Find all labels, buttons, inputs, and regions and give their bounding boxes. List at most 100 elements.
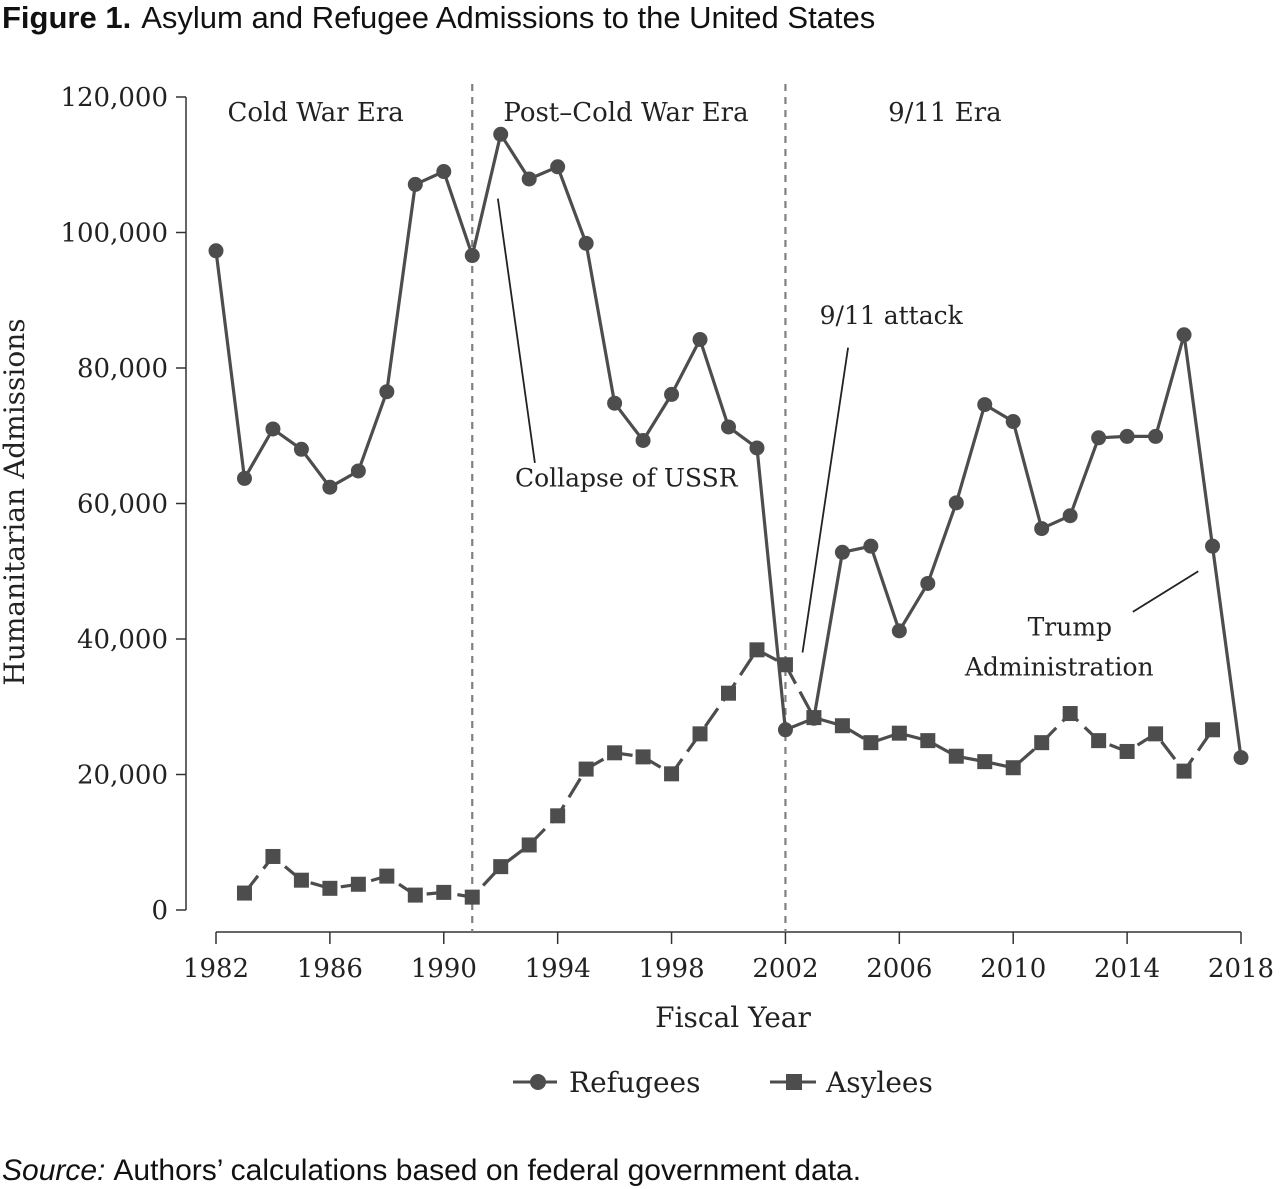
y-tick-label: 100,000 — [60, 219, 168, 249]
asylees-point — [578, 761, 594, 777]
era-label: Cold War Era — [227, 98, 403, 128]
y-tick-label: 120,000 — [60, 83, 168, 113]
annotation-text: Trump — [1028, 613, 1112, 642]
refugees-point — [891, 623, 907, 639]
y-tick-label: 40,000 — [77, 625, 168, 655]
legend-asylees-label: Asylees — [825, 1066, 933, 1099]
asylees-point — [749, 642, 765, 658]
asylees-point — [692, 726, 708, 742]
refugees-point — [1005, 414, 1021, 430]
refugees-point — [1034, 521, 1050, 537]
x-tick-label: 1998 — [638, 954, 704, 984]
refugees-point — [977, 397, 993, 413]
refugees-point — [1062, 508, 1078, 524]
refugees-point — [464, 248, 480, 264]
refugees-point — [1233, 750, 1249, 766]
refugees-point — [777, 722, 793, 738]
annotation-pointer-line — [801, 347, 849, 653]
asylees-point — [635, 749, 651, 765]
refugees-point — [493, 126, 509, 142]
asylees-point — [550, 808, 566, 824]
era-label: 9/11 Era — [888, 98, 1002, 128]
refugees-point — [635, 432, 651, 448]
refugees-point — [692, 332, 708, 348]
legend-asylees-marker — [786, 1074, 802, 1090]
figure-title: Figure 1. Asylum and Refugee Admissions t… — [2, 0, 875, 35]
legend-refugees-marker — [530, 1074, 546, 1090]
asylees-point — [436, 884, 452, 900]
refugees-point — [948, 495, 964, 511]
figure-title-text: Asylum and Refugee Admissions to the Uni… — [141, 0, 875, 35]
asylees-point — [265, 848, 281, 864]
era-label: Post–Cold War Era — [503, 98, 748, 128]
asylees-point — [891, 725, 907, 741]
asylees-point — [1205, 722, 1221, 738]
asylees-point — [1034, 735, 1050, 751]
refugees-point — [550, 159, 566, 175]
refugees-point — [293, 441, 309, 457]
y-axis-title: Humanitarian Admissions — [0, 318, 31, 685]
refugees-point — [920, 575, 936, 591]
annotation-pointer-line — [1132, 570, 1199, 613]
legend-refugees-label: Refugees — [569, 1066, 700, 1099]
annotation-text: 9/11 attack — [820, 301, 964, 330]
refugees-point — [521, 171, 537, 187]
asylees-point — [322, 880, 338, 896]
x-tick-label: 2002 — [752, 954, 818, 984]
refugees-point — [607, 395, 623, 411]
refugees-point — [407, 176, 423, 192]
refugees-point — [1176, 327, 1192, 343]
asylees-point — [350, 876, 366, 892]
asylees-point — [664, 766, 680, 782]
annotation-text: Collapse of USSR — [515, 464, 739, 493]
refugees-point — [664, 386, 680, 402]
refugees-point — [236, 470, 252, 486]
y-tick-label: 80,000 — [77, 354, 168, 384]
annotation-pointer-line — [496, 198, 536, 463]
refugees-point — [863, 538, 879, 554]
asylees-point — [863, 735, 879, 751]
x-tick-label: 2014 — [1094, 954, 1160, 984]
source-note: Source: Authors’ calculations based on fe… — [2, 1154, 861, 1187]
asylees-point — [493, 859, 509, 875]
asylees-point — [1176, 763, 1192, 779]
asylees-point — [1091, 733, 1107, 749]
asylees-point — [948, 748, 964, 764]
asylees-point — [721, 685, 736, 701]
asylees-point — [1119, 743, 1135, 759]
asylees-point — [806, 710, 822, 726]
refugees-point — [350, 463, 366, 479]
refugees-point — [721, 419, 736, 435]
asylees-point — [920, 733, 936, 749]
source-label: Source: — [2, 1154, 105, 1187]
refugees-point — [749, 440, 765, 456]
asylees-point — [521, 837, 537, 853]
legend: Refugees Asylees — [513, 1066, 933, 1099]
asylees-point — [236, 885, 252, 901]
asylees-point — [293, 872, 309, 888]
asylees-point — [1148, 726, 1164, 742]
asylees-point — [777, 657, 793, 673]
refugees-point — [834, 544, 850, 560]
refugees-point — [379, 384, 395, 400]
x-tick-label: 1986 — [297, 954, 363, 984]
asylees-point — [407, 887, 423, 903]
refugees-point — [322, 479, 338, 495]
annotation-text: Administration — [964, 653, 1154, 682]
x-tick-label: 1990 — [411, 954, 477, 984]
source-text: Authors’ calculations based on federal g… — [113, 1154, 861, 1187]
asylees-point — [1062, 706, 1078, 722]
asylees-point — [464, 889, 480, 905]
figure-label: Figure 1. — [2, 0, 131, 35]
x-axis-title: Fiscal Year — [655, 1001, 811, 1034]
refugees-point — [1148, 428, 1164, 444]
refugees-point — [1091, 430, 1107, 446]
asylees-point — [977, 754, 993, 770]
refugees-point — [208, 243, 224, 259]
asylees-point — [379, 868, 395, 884]
y-tick-label: 60,000 — [77, 490, 168, 520]
refugees-point — [265, 421, 281, 437]
asylees-point — [607, 745, 623, 761]
x-tick-label: 2006 — [866, 954, 932, 984]
